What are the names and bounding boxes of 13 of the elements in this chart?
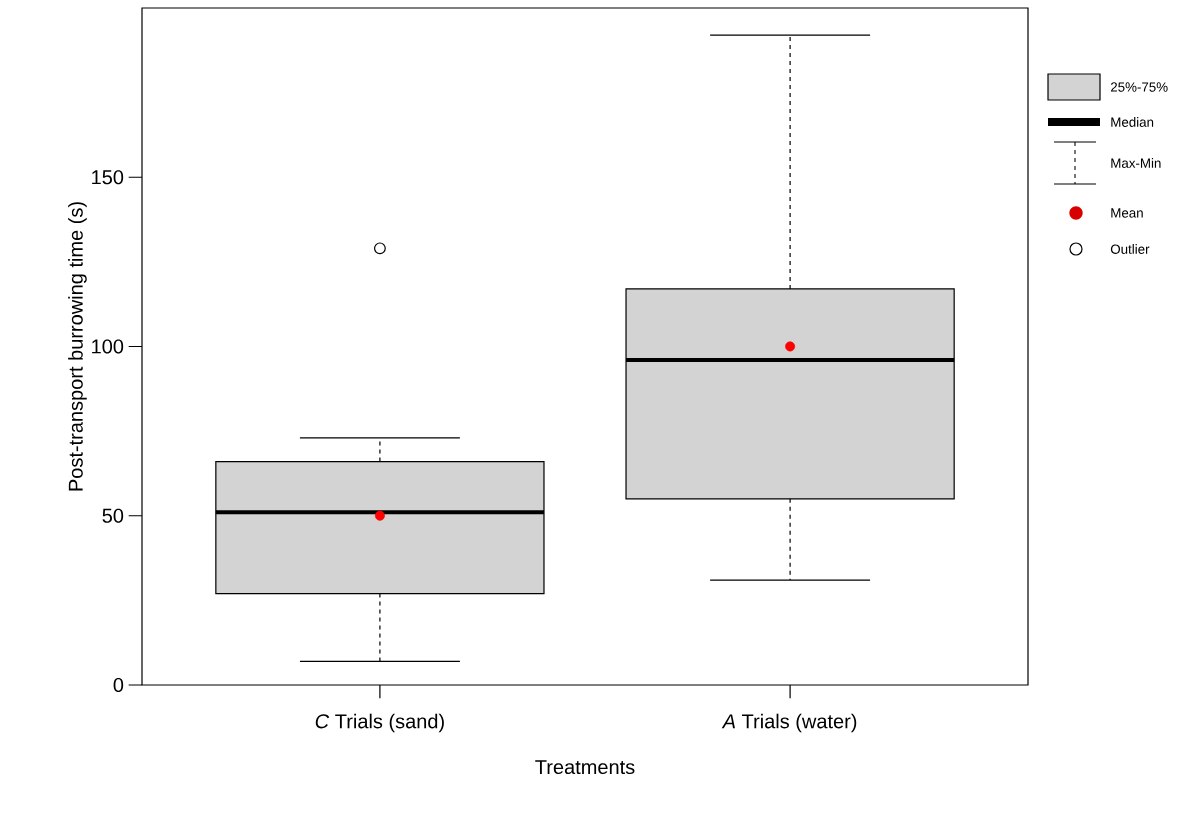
y-tick-label: 100	[92, 339, 124, 354]
x-tick-label: C Trials (sand)	[315, 713, 444, 733]
y-tick-label: 150	[92, 170, 124, 185]
text: Max-Min	[1111, 158, 1161, 168]
y-axis-title: Post-transport burrowing time (s)	[68, 202, 87, 491]
y-tick-label: 0	[113, 677, 124, 693]
text: Median	[1111, 117, 1154, 127]
x-axis-title: Treatments	[535, 760, 635, 775]
x-tick-label: A Trials (water)	[721, 713, 857, 733]
text: Mean	[1111, 208, 1143, 218]
text: Outlier	[1110, 244, 1150, 254]
y-tick-label: 50	[102, 508, 124, 523]
text: 25%-75%	[1110, 82, 1168, 92]
